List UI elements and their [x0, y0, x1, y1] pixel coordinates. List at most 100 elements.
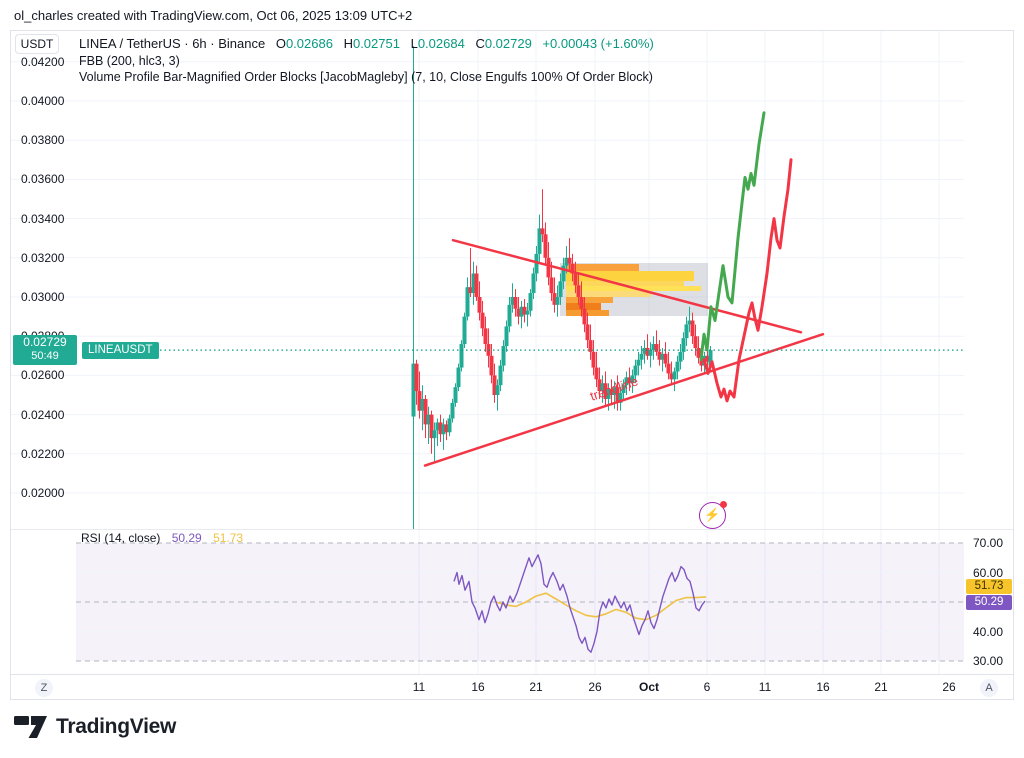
candle-body: [669, 373, 674, 380]
candle-body: [528, 293, 533, 311]
candle-body: [624, 377, 629, 386]
price-tick-label: 0.03600: [21, 172, 65, 187]
tradingview-logo[interactable]: TradingView: [14, 712, 176, 742]
price-tick-label: 0.03000: [21, 290, 65, 304]
candle-body: [417, 391, 422, 411]
indicator-legend-fbb[interactable]: FBB (200, hlc3, 3): [79, 54, 180, 68]
time-tick-label: 21: [874, 680, 888, 694]
candle-body: [579, 297, 584, 309]
open-label: O: [275, 36, 286, 51]
candle-body: [603, 383, 608, 399]
candle-body: [657, 351, 662, 360]
flash-ideas-icon[interactable]: ⚡: [699, 501, 727, 529]
last-price-badge: 0.02729 50:49: [13, 335, 77, 365]
candle-body: [507, 304, 512, 327]
high-label: H: [343, 36, 353, 51]
candle-body: [555, 297, 560, 305]
price-tick-label: 0.02400: [21, 407, 65, 422]
candle-body: [558, 281, 563, 297]
rsi-legend[interactable]: RSI (14, close) 50.29 51.73: [81, 531, 243, 545]
tradingview-logo-icon: [14, 716, 47, 738]
time-tick-label: 16: [816, 680, 830, 694]
candle-body: [600, 383, 605, 392]
candle-body: [627, 377, 632, 384]
bullish-projection-path[interactable]: [699, 111, 766, 362]
candle-body: [597, 379, 602, 392]
candle-body: [483, 328, 488, 345]
candle-body: [468, 287, 473, 294]
candle-body: [672, 371, 677, 380]
candle-body: [552, 293, 557, 305]
symbol-legend-row[interactable]: LINEA / TetherUS · 6h · Binance O0.02686…: [79, 36, 654, 51]
candle-body: [531, 273, 536, 294]
volume-profile-bar: [566, 281, 684, 286]
trendline-upper[interactable]: [451, 238, 803, 334]
candle-body: [708, 350, 713, 366]
main-price-chart[interactable]: [11, 31, 964, 529]
candle-body: [576, 285, 581, 297]
price-tick-label: 0.03800: [21, 133, 65, 148]
candle-body: [447, 418, 452, 433]
time-tick-label: 16: [471, 680, 485, 694]
currency-toggle-button[interactable]: USDT: [15, 34, 59, 54]
candle-body: [642, 347, 647, 354]
candle-body: [687, 320, 692, 325]
candle-body: [435, 422, 440, 431]
candle-body: [537, 228, 542, 254]
candle-body: [498, 365, 503, 386]
main-gridlines-layer: [11, 31, 964, 529]
lightning-icon: ⚡: [704, 507, 721, 522]
rsi-ma-value: 51.73: [213, 531, 244, 545]
candle-body: [654, 344, 659, 352]
open-value: 0.02686: [285, 36, 333, 51]
volume-profile-bar: [566, 264, 639, 271]
rsi-indicator-chart[interactable]: [11, 529, 964, 674]
candle-body: [471, 273, 476, 294]
candle-body: [522, 306, 527, 315]
indicator-legend-volume-profile[interactable]: Volume Profile Bar-Magnified Order Block…: [79, 70, 653, 84]
candle-body: [426, 414, 431, 425]
last-price-value: 0.02729: [23, 335, 67, 349]
candle-body: [570, 263, 575, 274]
time-axis-separator: [11, 674, 1013, 675]
candle-body: [450, 402, 455, 419]
rsi-value: 50.29: [171, 531, 202, 545]
volume-profile-bar: [566, 291, 651, 297]
candle-body: [582, 308, 587, 325]
rsi-tick-label: 60.00: [973, 565, 1004, 580]
symbol-title[interactable]: LINEA / TetherUS · 6h · Binance: [79, 36, 266, 51]
time-tick-label: 6: [703, 680, 711, 694]
candle-body: [513, 297, 518, 309]
candle-body: [501, 346, 506, 366]
time-tick-label: 21: [529, 680, 543, 694]
bearish-projection-path[interactable]: [702, 158, 793, 403]
candle-body: [489, 355, 494, 376]
price-tick-label: 0.04200: [21, 54, 65, 69]
candle-body: [477, 297, 482, 313]
panel-separator[interactable]: [11, 529, 1013, 530]
rsi-ma-line: [495, 592, 707, 621]
rsi-tick-label: 30.00: [973, 654, 1004, 668]
candle-body: [525, 310, 530, 315]
time-tick-label: 26: [588, 680, 602, 694]
candle-body: [618, 393, 623, 403]
candle-body: [432, 430, 437, 439]
price-tick-label: 0.02000: [21, 486, 65, 500]
candle-body: [492, 375, 497, 395]
adjust-scale-badge[interactable]: A: [980, 679, 998, 697]
candle-body: [564, 257, 569, 266]
candle-body: [453, 387, 458, 403]
trendline-lower[interactable]: [423, 332, 825, 467]
timezone-badge[interactable]: Z: [35, 679, 53, 697]
candle-body: [573, 273, 578, 286]
time-tick-label: 11: [758, 680, 772, 694]
candle-body: [678, 351, 683, 362]
price-tick-label: 0.04000: [21, 94, 65, 108]
candle-body: [540, 228, 545, 235]
change-value: +0.00043 (+1.60%): [542, 36, 654, 51]
candle-body: [651, 344, 656, 350]
high-value: 0.02751: [352, 36, 400, 51]
price-tick-label: 0.03400: [21, 211, 65, 226]
candle-body: [630, 375, 635, 384]
candle-body: [456, 367, 461, 388]
